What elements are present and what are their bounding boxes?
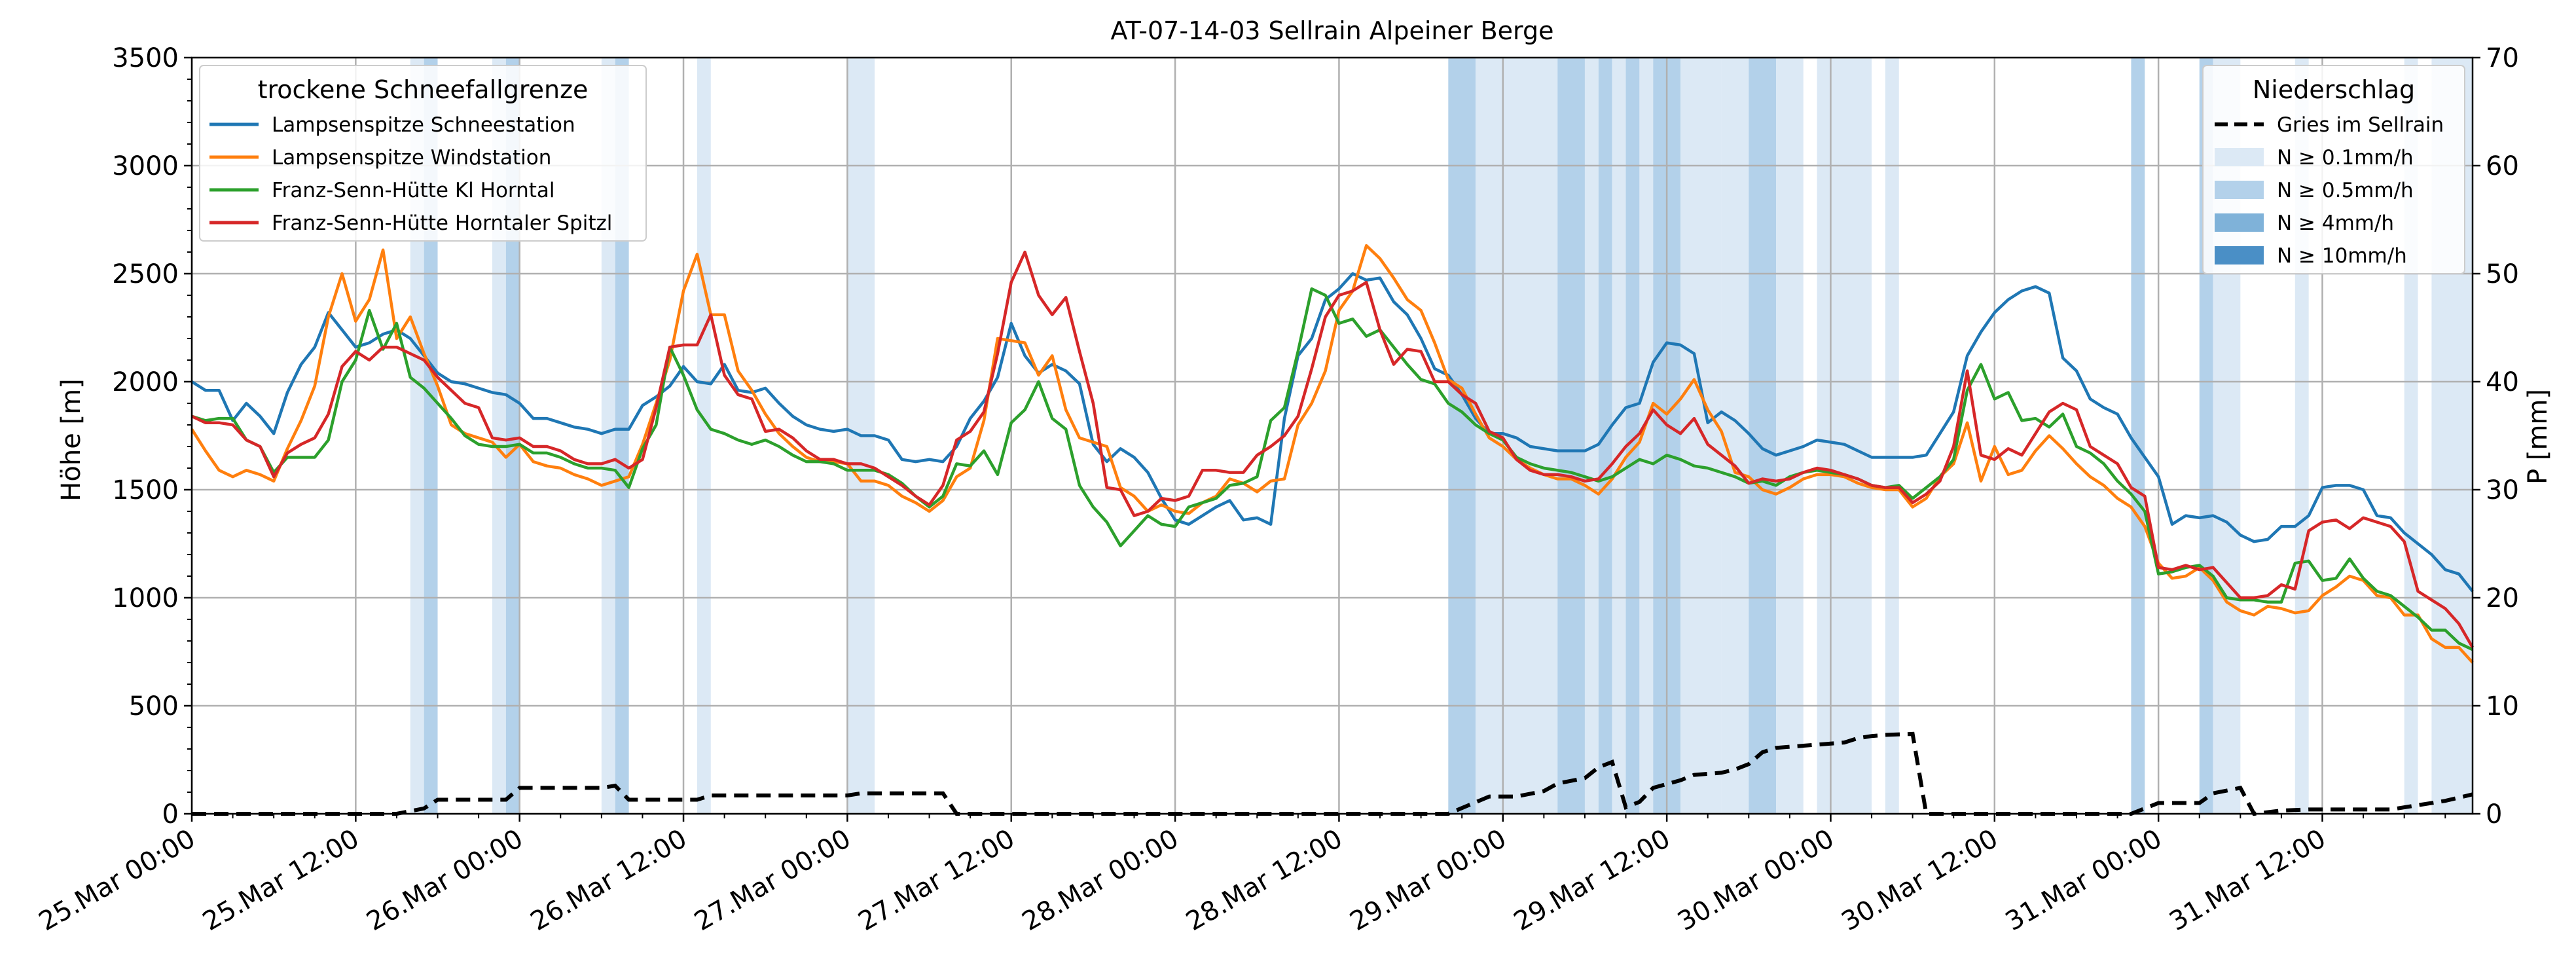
precip-band — [1885, 58, 1899, 814]
precip-band — [1557, 58, 1585, 814]
y-tick-label: 500 — [129, 691, 179, 721]
y-tick-label: 1500 — [112, 475, 179, 505]
precip-band — [1749, 58, 1777, 814]
legend-right-label: N ≥ 10mm/h — [2277, 244, 2407, 268]
legend-left-label: Lampsenspitze Windstation — [272, 146, 551, 170]
y2-tick-label: 70 — [2486, 43, 2519, 73]
series-line — [190, 272, 2474, 593]
legend-right-frame — [2202, 65, 2465, 274]
precip-band — [601, 58, 615, 814]
precip-band — [1721, 58, 1749, 814]
legend-right-label: N ≥ 0.1mm/h — [2277, 146, 2414, 170]
y2-tick-label: 60 — [2486, 151, 2519, 181]
precip-band — [1625, 58, 1640, 814]
y-tick-label: 2500 — [112, 259, 179, 289]
plot-frame — [190, 56, 2474, 815]
y2-axis-label: P [mm] — [2523, 389, 2553, 484]
precip-band — [1612, 58, 1626, 814]
legend-right-swatch — [2215, 148, 2264, 166]
legend-right-label: Gries im Sellrain — [2277, 113, 2444, 137]
precip-band — [492, 58, 506, 814]
y-tick-label: 2000 — [112, 367, 179, 397]
y-tick-label: 0 — [162, 799, 179, 830]
legend-right: Niederschlag Gries im Sellrain N ≥ 0.1mm/… — [2202, 65, 2465, 274]
y-tick-label: 3500 — [112, 43, 179, 73]
precip-band — [1680, 58, 1722, 814]
precip-band — [697, 58, 711, 814]
precip-band — [1817, 58, 1872, 814]
precip-band — [424, 58, 438, 814]
y2-tick-label: 10 — [2486, 691, 2519, 721]
series-line — [191, 250, 2474, 649]
legend-left-label: Lampsenspitze Schneestation — [272, 113, 575, 137]
precip-band — [2131, 58, 2145, 814]
legend-right-swatch — [2215, 181, 2264, 199]
chart-title: AT-07-14-03 Sellrain Alpeiner Berge — [1111, 16, 1554, 45]
legend-left: trockene Schneefallgrenze Lampsenspitze … — [199, 65, 647, 242]
y2-tick-label: 30 — [2486, 475, 2519, 505]
y-tick-label: 1000 — [112, 583, 179, 613]
legend-right-swatch — [2215, 246, 2264, 265]
precip-band — [1776, 58, 1804, 814]
precip-band — [1639, 58, 1654, 814]
y-axis-label: Höhe [m] — [56, 378, 86, 501]
y2-tick-label: 20 — [2486, 583, 2519, 613]
series-lines — [190, 244, 2474, 816]
legend-right-label: N ≥ 0.5mm/h — [2277, 179, 2414, 202]
y2-tick-label: 0 — [2486, 799, 2502, 830]
legend-right-swatch — [2215, 213, 2264, 232]
legend-left-label: Franz-Senn-Hütte Horntaler Spitzl — [272, 211, 612, 235]
series-line — [190, 244, 2474, 664]
precip-band — [1584, 58, 1599, 814]
series-line — [191, 287, 2473, 651]
legend-left-frame — [199, 65, 647, 242]
y2-tick-label: 40 — [2486, 367, 2519, 397]
precip-band — [410, 58, 424, 814]
precip-band — [1448, 58, 1476, 814]
legend-right-title: Niederschlag — [2253, 75, 2415, 104]
legend-left-title: trockene Schneefallgrenze — [258, 75, 589, 104]
legend-left-label: Franz-Senn-Hütte Kl Horntal — [272, 179, 555, 202]
y-tick-label: 3000 — [112, 151, 179, 181]
legend-right-label: N ≥ 4mm/h — [2277, 211, 2394, 235]
precip-band — [505, 58, 520, 814]
y2-tick-label: 50 — [2486, 259, 2519, 289]
precip-band — [615, 58, 629, 814]
precip-line — [192, 731, 2473, 816]
